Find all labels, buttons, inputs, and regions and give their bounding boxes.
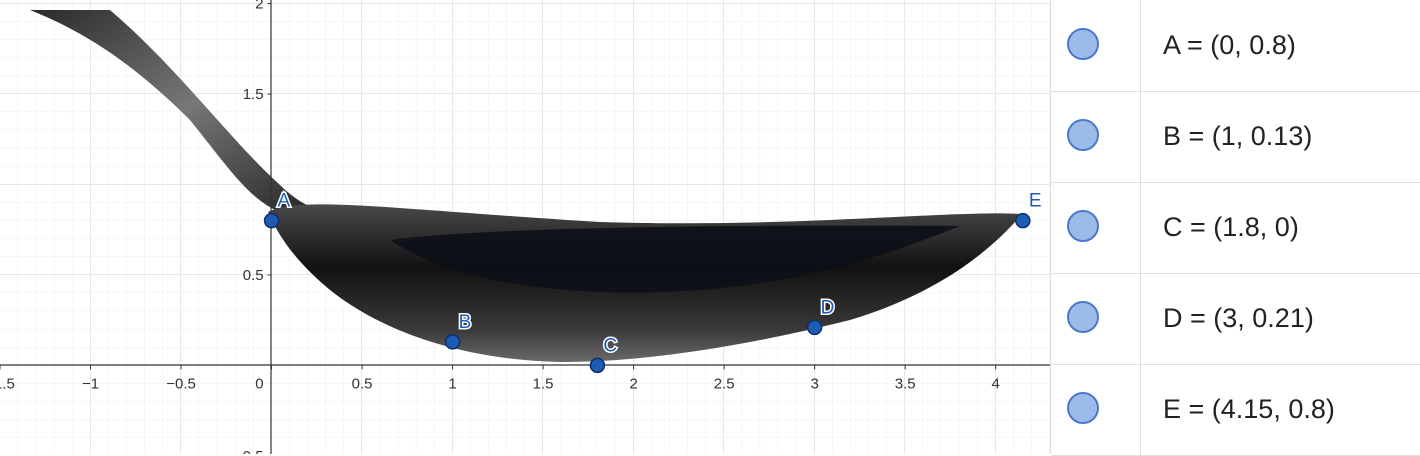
- x-tick-label: 3.5: [895, 375, 916, 392]
- y-tick-label: −0.5: [234, 448, 264, 454]
- point-definition[interactable]: C = (1.8, 0): [1163, 212, 1299, 242]
- visibility-toggle[interactable]: [1067, 392, 1099, 424]
- point-definition[interactable]: E = (4.15, 0.8): [1163, 394, 1335, 424]
- y-tick-label: 0.5: [243, 267, 264, 284]
- algebra-view: A = (0, 0.8) B = (1, 0.13) C = (1.8, 0) D =…: [1050, 0, 1420, 456]
- spoon-handle: [30, 10, 330, 212]
- point-definition[interactable]: A = (0, 0.8): [1163, 30, 1296, 60]
- x-tick-label: 0: [255, 375, 263, 392]
- point-label: E: [1029, 191, 1042, 212]
- point-definition[interactable]: D = (3, 0.21): [1163, 303, 1314, 333]
- algebra-row[interactable]: B = (1, 0.13): [1051, 91, 1420, 183]
- x-tick-label: 2: [629, 375, 637, 392]
- visibility-toggle[interactable]: [1067, 28, 1099, 60]
- algebra-row[interactable]: C = (1.8, 0): [1051, 182, 1420, 274]
- point-label: C: [603, 335, 617, 356]
- x-tick-label: 1: [448, 375, 456, 392]
- x-tick-label: −1.5: [0, 375, 15, 392]
- point[interactable]: [589, 357, 606, 374]
- point[interactable]: [806, 319, 823, 336]
- x-tick-label: 0.5: [352, 375, 373, 392]
- y-tick-label: 1.5: [243, 86, 264, 103]
- y-tick-label: 2: [255, 0, 263, 13]
- x-tick-label: 2.5: [714, 375, 735, 392]
- separator: [1140, 0, 1141, 91]
- point[interactable]: [444, 334, 461, 350]
- algebra-row[interactable]: D = (3, 0.21): [1051, 273, 1420, 365]
- point-label: A: [278, 191, 291, 212]
- graphics-view[interactable]: −1.5 −1 −0.5 0 0.5 1 1.5 2 2.5 3 3.5 4 2 1.5 0.5 −0.5 A B…: [0, 0, 1050, 454]
- point[interactable]: [263, 212, 280, 229]
- x-tick-label: 1.5: [533, 375, 554, 392]
- x-tick-label: 3: [810, 375, 818, 392]
- separator: [1140, 182, 1141, 273]
- spoon-reflection: [390, 225, 960, 293]
- point[interactable]: [1015, 212, 1031, 229]
- point-definition[interactable]: B = (1, 0.13): [1163, 121, 1313, 151]
- separator: [1140, 364, 1141, 455]
- visibility-toggle[interactable]: [1067, 119, 1099, 151]
- x-tick-label: −0.5: [166, 375, 196, 392]
- visibility-toggle[interactable]: [1067, 301, 1099, 333]
- separator: [1140, 91, 1141, 182]
- algebra-row[interactable]: E = (4.15, 0.8): [1051, 364, 1420, 456]
- x-tick-label: −1: [82, 375, 99, 392]
- x-tick-label: 4: [992, 375, 1000, 392]
- visibility-toggle[interactable]: [1067, 210, 1099, 242]
- point-label: B: [459, 312, 472, 333]
- point-label: D: [821, 297, 835, 318]
- separator: [1140, 273, 1141, 364]
- algebra-row[interactable]: A = (0, 0.8): [1051, 0, 1420, 92]
